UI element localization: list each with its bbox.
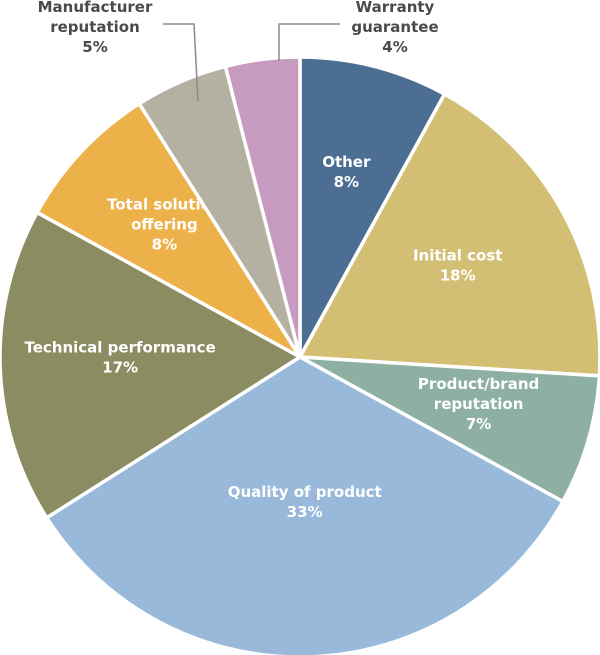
slice-value-product-brand-reputation: 7% xyxy=(466,415,491,433)
slice-label-total-solution-offering: Total solution offering 8% xyxy=(107,196,222,254)
slice-label-line-warranty-guarantee: Warranty xyxy=(356,0,435,16)
slice-value-initial-cost: 18% xyxy=(440,266,476,284)
slice-value-technical-performance: 17% xyxy=(102,359,138,377)
slice-label-product-brand-reputation: Product/brand reputation 7% xyxy=(418,375,539,433)
pie-slice-warranty-guarantee xyxy=(223,55,302,359)
slice-label-other: Other 8% xyxy=(322,153,371,191)
slice-label-manufacturer-reputation: Manufacturer reputation 5% xyxy=(38,0,153,56)
pie-slice-total-solution-offering xyxy=(35,101,302,359)
pie-slice-technical-performance xyxy=(0,210,302,520)
slice-label-line-other: Other xyxy=(322,153,371,171)
slice-label-line-manufacturer-reputation: Manufacturer xyxy=(38,0,153,16)
slice-label-line-product-brand-reputation: reputation xyxy=(434,395,524,413)
slice-value-total-solution-offering: 8% xyxy=(152,236,177,254)
slice-label-line-manufacturer-reputation: reputation xyxy=(50,18,140,36)
slice-value-manufacturer-reputation: 5% xyxy=(82,38,107,56)
slice-label-line-total-solution-offering: Total solution xyxy=(107,196,222,214)
slice-label-line-warranty-guarantee: guarantee xyxy=(351,18,438,36)
slice-label-line-initial-cost: Initial cost xyxy=(413,246,503,264)
slice-label-quality-of-product: Quality of product 33% xyxy=(228,483,382,521)
leader-line-warranty-guarantee xyxy=(278,23,340,61)
pie-slice-initial-cost xyxy=(298,92,600,378)
slice-label-line-product-brand-reputation: Product/brand xyxy=(418,375,539,393)
slice-label-warranty-guarantee: Warranty guarantee 4% xyxy=(351,0,438,56)
slice-label-line-technical-performance: Technical performance xyxy=(24,339,215,357)
slice-label-initial-cost: Initial cost 18% xyxy=(413,246,503,284)
slice-label-line-quality-of-product: Quality of product xyxy=(228,483,382,501)
pie-slice-product-brand-reputation xyxy=(298,355,600,504)
slice-value-other: 8% xyxy=(334,173,359,191)
leader-line-manufacturer-reputation xyxy=(163,23,199,102)
slice-value-quality-of-product: 33% xyxy=(287,503,323,521)
slice-label-line-total-solution-offering: offering xyxy=(131,216,198,234)
slice-value-warranty-guarantee: 4% xyxy=(382,38,407,56)
pie-slice-quality-of-product xyxy=(44,355,565,655)
slice-label-technical-performance: Technical performance 17% xyxy=(24,339,215,377)
pie-slice-other xyxy=(298,55,447,359)
